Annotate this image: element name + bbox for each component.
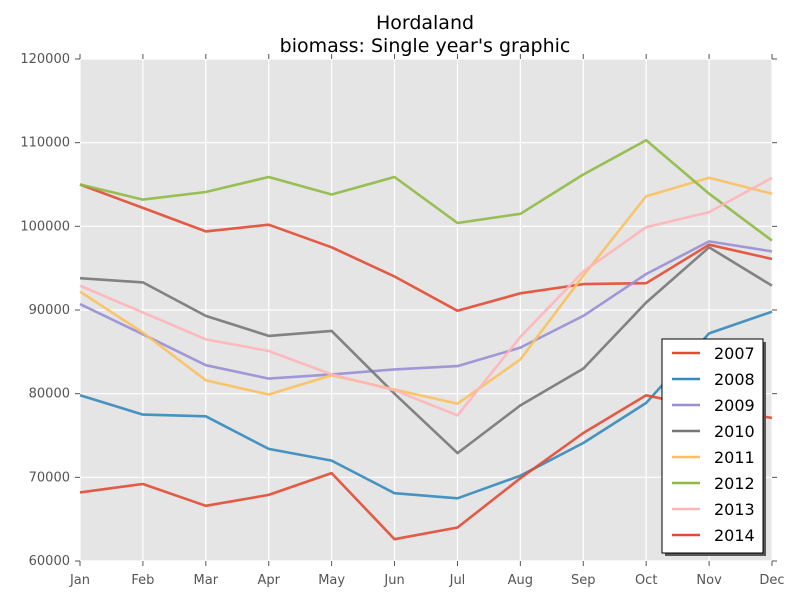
y-tick-labels: 60000 70000 80000 90000 100000 110000 120000 — [20, 52, 70, 569]
x-tick-label: May — [318, 573, 345, 588]
legend-label: 2008 — [714, 370, 755, 389]
chart-subtitle: biomass: Single year's graphic — [280, 35, 571, 57]
y-tick-label: 90000 — [29, 303, 70, 318]
series-line-2012 — [79, 138, 773, 242]
y-tick-label: 70000 — [29, 470, 70, 485]
series-line-2007 — [79, 183, 773, 313]
legend-label: 2009 — [714, 396, 755, 415]
legend-label: 2012 — [714, 474, 755, 493]
x-tick-label: Apr — [257, 573, 280, 588]
x-tick-label: Nov — [696, 573, 722, 588]
x-tick-label: Oct — [635, 573, 657, 588]
series-line-2009 — [79, 240, 773, 380]
x-tick-labels: Jan Feb Mar Apr May Jun Jul Aug Sep Oct Nov Dec — [69, 573, 785, 588]
series-line-2008 — [79, 310, 773, 500]
x-tick-label: Jun — [383, 573, 404, 588]
legend-label: 2014 — [714, 526, 755, 545]
legend-label: 2013 — [714, 500, 755, 519]
series-lines — [79, 138, 773, 541]
x-tick-label: Mar — [194, 573, 219, 588]
legend-label: 2011 — [714, 448, 755, 467]
y-tick-label: 60000 — [29, 554, 70, 569]
x-tick-label: Sep — [571, 573, 596, 588]
chart-title: Hordaland — [376, 12, 474, 34]
y-tick-label: 120000 — [20, 52, 70, 67]
series-line-2011 — [79, 176, 773, 406]
legend-label: 2007 — [714, 344, 755, 363]
axis-ticks — [75, 54, 777, 566]
x-tick-label: Dec — [759, 573, 784, 588]
y-tick-label: 110000 — [20, 136, 70, 151]
series-line-2014 — [79, 393, 773, 541]
x-tick-label: Jul — [449, 573, 466, 588]
legend: 2007 2008 2009 2010 2011 2012 2013 2014 — [661, 338, 766, 556]
y-tick-label: 80000 — [29, 387, 70, 402]
legend-box — [661, 338, 764, 554]
legend-label: 2010 — [714, 422, 755, 441]
series-line-2010 — [79, 246, 773, 455]
x-tick-label: Aug — [508, 573, 533, 588]
x-tick-label: Feb — [131, 573, 154, 588]
y-tick-label: 100000 — [20, 219, 70, 234]
x-tick-label: Jan — [69, 573, 90, 588]
series-line-2013 — [79, 176, 773, 417]
